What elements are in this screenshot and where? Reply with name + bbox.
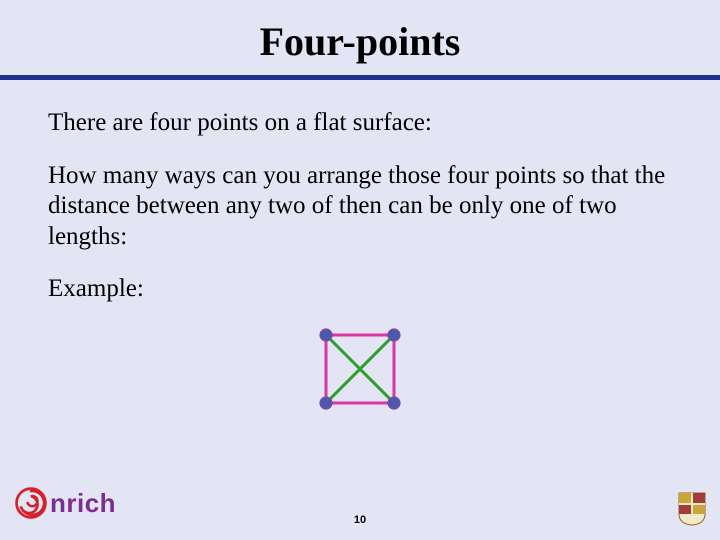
paragraph-3: Example: xyxy=(48,274,672,305)
four-points-diagram xyxy=(310,321,410,421)
cambridge-crest-icon xyxy=(678,492,706,526)
logo-text: nrich xyxy=(50,488,116,519)
paragraph-1: There are four points on a flat surface: xyxy=(48,108,672,139)
body-content: There are four points on a flat surface:… xyxy=(0,80,720,421)
nrich-logo: nrich xyxy=(14,486,116,520)
example-diagram-row xyxy=(48,321,672,421)
spiral-icon xyxy=(14,486,48,520)
page-title: Four-points xyxy=(0,0,720,75)
paragraph-2: How many ways can you arrange those four… xyxy=(48,161,672,253)
